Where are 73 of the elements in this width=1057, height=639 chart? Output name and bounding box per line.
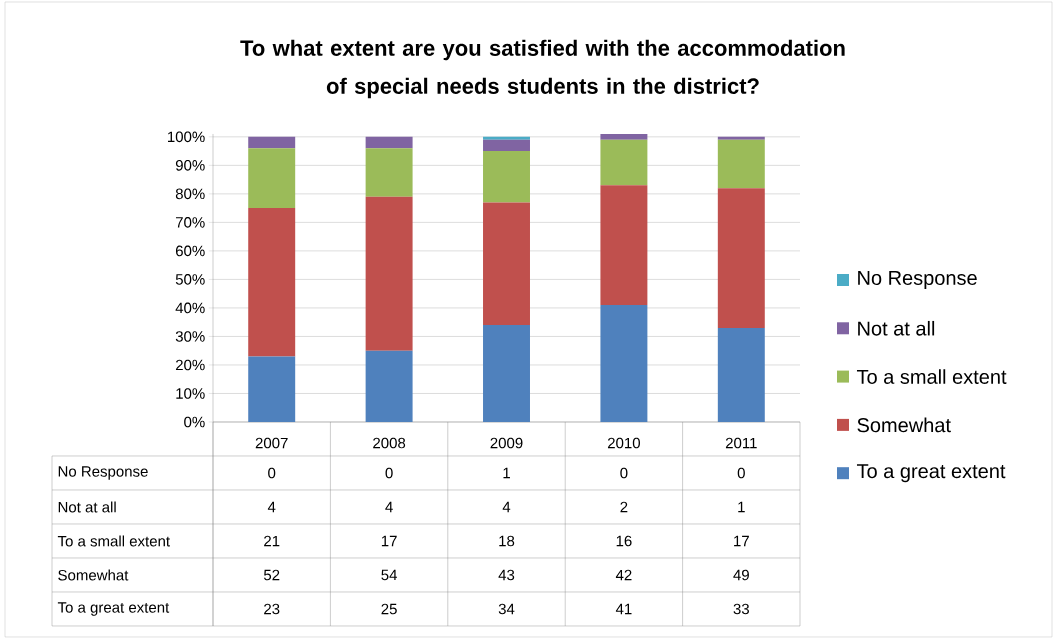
data-label: 2 [620, 501, 628, 513]
y-tick-label: 50% [175, 274, 205, 285]
bar [365, 136, 413, 149]
data-label: 1 [738, 501, 745, 513]
legend-label: To a great extent [856, 464, 1006, 483]
bar [600, 133, 648, 140]
data-label: 54 [381, 569, 398, 581]
bar [483, 202, 530, 326]
y-tick-label: 90% [175, 160, 205, 171]
text: To a great extent [57, 602, 170, 616]
y-tick-label: 10% [176, 388, 205, 399]
data-label: 16 [616, 535, 632, 547]
x-tick-label: 2007 [255, 437, 288, 449]
bar [248, 356, 296, 422]
bar [600, 185, 648, 306]
y-tick-label: 80% [175, 188, 205, 200]
data-label: 33 [733, 603, 749, 615]
y-tick-label: 60% [175, 245, 205, 257]
y-tick-label: 100% [168, 131, 205, 143]
x-tick-label: 2011 [725, 437, 757, 449]
data-label: 0 [737, 467, 745, 479]
data-label: 0 [385, 467, 393, 479]
legend-label: Not at all [858, 320, 935, 336]
bar [483, 325, 530, 422]
bar [248, 148, 296, 209]
data-label: 0 [268, 467, 276, 479]
legend-label: Somewhat [857, 417, 951, 433]
y-tick-label: 40% [175, 302, 205, 314]
bar [717, 188, 765, 328]
y-tick-label: 70% [175, 217, 205, 228]
y-tick-label: 30% [175, 331, 205, 342]
bar [248, 208, 296, 357]
bar [600, 139, 648, 186]
text: To a small extent [57, 535, 170, 547]
x-tick-label: 2008 [373, 437, 406, 449]
text: Somewhat [58, 569, 129, 581]
y-tick-label: 0% [184, 416, 205, 428]
data-label: 41 [615, 603, 632, 615]
data-label: 4 [267, 501, 276, 513]
bar [483, 136, 530, 140]
data-label: 23 [264, 603, 280, 615]
data-label: 25 [381, 603, 397, 615]
bar [365, 196, 413, 351]
data-label: 43 [498, 569, 515, 581]
bar [717, 136, 765, 140]
bar [248, 136, 296, 149]
data-label: 17 [734, 535, 749, 547]
bar [365, 148, 413, 197]
bar [365, 350, 413, 422]
x-tick-label: 2010 [607, 437, 640, 449]
data-label: 4 [502, 501, 511, 513]
text: Not at all [58, 501, 116, 513]
bar [483, 151, 530, 203]
data-label: 18 [499, 535, 515, 547]
bar [483, 139, 530, 152]
data-label: 17 [381, 535, 397, 547]
y-tick-label: 20% [175, 359, 205, 371]
data-label: 42 [615, 569, 632, 581]
bar [717, 139, 765, 189]
chart-title: To what extent are you satisfied with the accommodation of special needs students in the district? [240, 39, 845, 99]
text: No Response [58, 466, 148, 480]
data-label: 0 [620, 467, 628, 479]
data-label: 1 [503, 467, 510, 479]
legend-label: No Response [858, 271, 977, 289]
legend-label: To a small extent [856, 369, 1007, 384]
bar [600, 305, 648, 422]
data-label: 49 [733, 569, 749, 581]
data-label: 4 [385, 501, 393, 513]
data-label: 21 [264, 535, 280, 547]
data-label: 52 [263, 569, 280, 581]
bar [717, 327, 765, 422]
x-tick-label: 2009 [490, 437, 523, 449]
data-label: 34 [498, 603, 515, 615]
